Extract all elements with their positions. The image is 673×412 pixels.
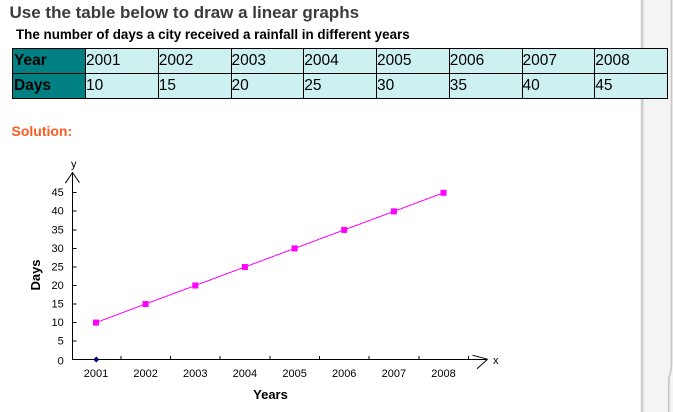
- svg-text:2005: 2005: [282, 368, 306, 380]
- svg-text:15: 15: [52, 298, 64, 310]
- svg-text:40: 40: [52, 206, 64, 218]
- svg-text:0: 0: [58, 355, 64, 367]
- svg-text:20: 20: [52, 280, 64, 292]
- svg-text:2002: 2002: [133, 368, 157, 380]
- svg-text:y: y: [71, 158, 77, 170]
- svg-text:5: 5: [58, 336, 64, 348]
- svg-text:Days: Days: [28, 259, 43, 290]
- svg-text:x: x: [493, 355, 499, 367]
- svg-text:2007: 2007: [382, 368, 406, 380]
- svg-text:25: 25: [52, 261, 64, 273]
- svg-text:45: 45: [52, 187, 64, 199]
- svg-text:2008: 2008: [431, 368, 455, 380]
- svg-text:2001: 2001: [84, 368, 108, 380]
- svg-text:Years: Years: [253, 387, 288, 402]
- svg-text:35: 35: [52, 224, 64, 236]
- svg-text:2003: 2003: [183, 368, 207, 380]
- svg-text:10: 10: [52, 317, 64, 329]
- svg-text:2006: 2006: [332, 368, 356, 380]
- svg-text:2004: 2004: [233, 368, 257, 380]
- svg-text:30: 30: [52, 243, 64, 255]
